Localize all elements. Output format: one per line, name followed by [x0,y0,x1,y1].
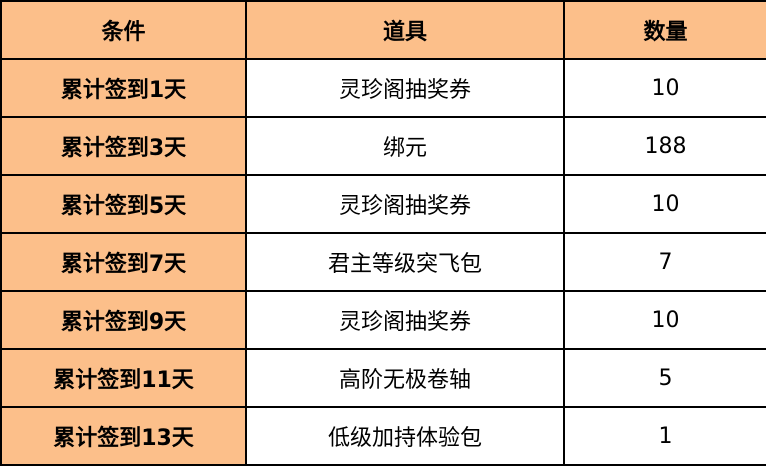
table-row: 累计签到5天 灵珍阁抽奖券 10 [0,174,766,234]
quantity-cell: 1 [563,406,766,466]
table-row: 累计签到7天 君主等级突飞包 7 [0,232,766,292]
condition-cell: 累计签到13天 [0,406,247,466]
header-row: 条件 道具 数量 [0,0,766,60]
condition-cell: 累计签到9天 [0,290,247,350]
item-cell: 灵珍阁抽奖券 [245,58,565,118]
table-row: 累计签到11天 高阶无极卷轴 5 [0,348,766,408]
item-cell: 绑元 [245,116,565,176]
item-cell: 灵珍阁抽奖券 [245,174,565,234]
item-cell: 高阶无极卷轴 [245,348,565,408]
header-quantity: 数量 [563,0,766,60]
condition-cell: 累计签到3天 [0,116,247,176]
condition-cell: 累计签到11天 [0,348,247,408]
quantity-cell: 188 [563,116,766,176]
condition-cell: 累计签到7天 [0,232,247,292]
quantity-cell: 7 [563,232,766,292]
condition-cell: 累计签到1天 [0,58,247,118]
table-row: 累计签到1天 灵珍阁抽奖券 10 [0,58,766,118]
item-cell: 低级加持体验包 [245,406,565,466]
quantity-cell: 10 [563,58,766,118]
table-row: 累计签到9天 灵珍阁抽奖券 10 [0,290,766,350]
item-cell: 君主等级突飞包 [245,232,565,292]
condition-cell: 累计签到5天 [0,174,247,234]
quantity-cell: 10 [563,174,766,234]
table-row: 累计签到13天 低级加持体验包 1 [0,406,766,466]
header-item: 道具 [245,0,565,60]
item-cell: 灵珍阁抽奖券 [245,290,565,350]
quantity-cell: 10 [563,290,766,350]
header-condition: 条件 [0,0,247,60]
quantity-cell: 5 [563,348,766,408]
table-row: 累计签到3天 绑元 188 [0,116,766,176]
